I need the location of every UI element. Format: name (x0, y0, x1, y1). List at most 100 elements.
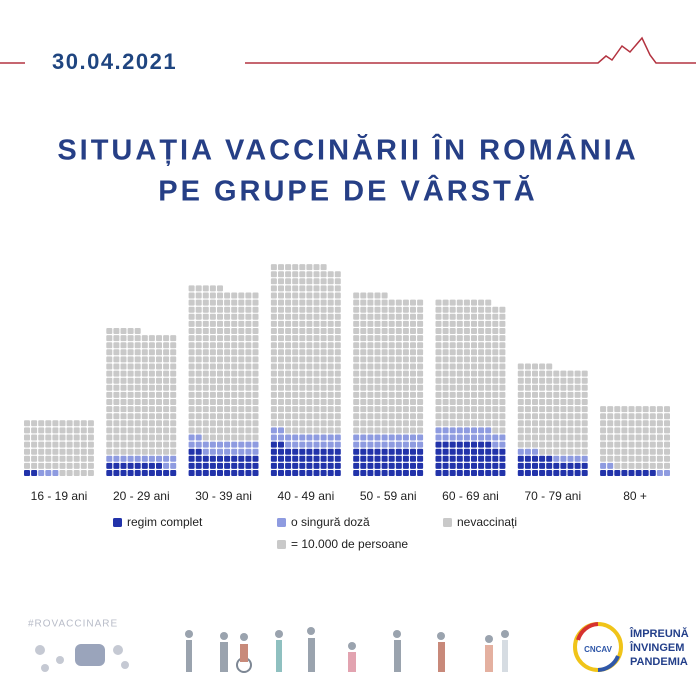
waffle-square (163, 363, 170, 370)
waffle-square (270, 349, 277, 356)
waffle-square (485, 470, 492, 476)
waffle-square (231, 328, 238, 334)
waffle-square (499, 342, 506, 349)
waffle-square (320, 335, 327, 342)
waffle-square (367, 342, 374, 349)
waffle-square (299, 278, 306, 285)
waffle-square (156, 434, 162, 441)
waffle-square (278, 271, 284, 278)
waffle-square (188, 434, 195, 441)
waffle-square (367, 320, 374, 327)
waffle-square (252, 455, 259, 462)
waffle-square (635, 462, 642, 469)
waffle-square (553, 470, 560, 476)
waffle-square (334, 406, 341, 413)
waffle-square (442, 306, 449, 313)
waffle-square (195, 448, 202, 455)
waffle-square (417, 406, 424, 413)
waffle-square (334, 399, 341, 405)
waffle-square (532, 448, 538, 455)
waffle-square (141, 420, 148, 427)
waffle-square (478, 384, 485, 391)
waffle-square (252, 470, 259, 476)
waffle-square (209, 335, 216, 342)
waffle-square (410, 384, 416, 391)
waffle-square (195, 470, 202, 476)
waffle-square (231, 342, 238, 349)
waffle-square (635, 441, 642, 448)
waffle-square (80, 427, 87, 434)
waffle-square (463, 349, 470, 356)
waffle-square (38, 441, 45, 448)
waffle-square (113, 363, 120, 370)
waffle-square (141, 335, 148, 342)
waffle-square (270, 264, 277, 271)
waffle-square (478, 335, 485, 342)
waffle-square (435, 328, 442, 334)
waffle-square (388, 441, 395, 448)
waffle-square (517, 370, 524, 377)
waffle-square (367, 363, 374, 370)
waffle-square (524, 420, 531, 427)
waffle-square (656, 441, 663, 448)
waffle-square (141, 413, 148, 420)
waffle-square (649, 462, 656, 469)
waffle-square (217, 377, 223, 384)
waffle-square (106, 441, 113, 448)
waffle-square (252, 356, 259, 363)
waffle-square (367, 455, 374, 462)
waffle-square (388, 377, 395, 384)
waffle-square (553, 455, 560, 462)
waffle-square (278, 342, 284, 349)
waffle-square (299, 384, 306, 391)
waffle-square (621, 441, 628, 448)
waffle-square (381, 328, 388, 334)
waffle-square (374, 335, 381, 342)
waffle-square (202, 391, 209, 398)
waffle-square (614, 448, 621, 455)
waffle-square (492, 391, 499, 398)
waffle-square (306, 292, 313, 299)
waffle-square (141, 427, 148, 434)
waffle-square (567, 370, 574, 377)
waffle-square (292, 384, 299, 391)
waffle-square (134, 406, 141, 413)
waffle-square (141, 399, 148, 405)
waffle-square (485, 313, 492, 320)
waffle-square (524, 462, 531, 469)
waffle-square (334, 370, 341, 377)
waffle-square (395, 328, 402, 334)
waffle-square (188, 427, 195, 434)
waffle-square (353, 413, 360, 420)
waffle-square (334, 448, 341, 455)
waffle-square (642, 434, 649, 441)
waffle-square (141, 448, 148, 455)
waffle-square (367, 391, 374, 398)
waffle-square (202, 455, 209, 462)
waffle-square (499, 406, 506, 413)
waffle-square (217, 420, 223, 427)
waffle-square (664, 434, 670, 441)
waffle-square (410, 434, 416, 441)
waffle-square (156, 391, 162, 398)
waffle-square (148, 448, 155, 455)
waffle-square (59, 462, 66, 469)
waffle-square (245, 462, 252, 469)
waffle-square (313, 299, 320, 306)
waffle-square (327, 420, 334, 427)
waffle-square (478, 356, 485, 363)
waffle-square (327, 349, 334, 356)
waffle-square (485, 377, 492, 384)
waffle-square (320, 299, 327, 306)
waffle-square (80, 448, 87, 455)
waffle-square (120, 399, 127, 405)
waffle-square (435, 470, 442, 476)
waffle-square (87, 420, 94, 427)
waffle-square (202, 427, 209, 434)
waffle-square (360, 384, 367, 391)
waffle-square (45, 434, 52, 441)
waffle-square (238, 406, 245, 413)
waffle-square (38, 455, 45, 462)
waffle-square (52, 420, 59, 427)
waffle-square (170, 470, 177, 476)
